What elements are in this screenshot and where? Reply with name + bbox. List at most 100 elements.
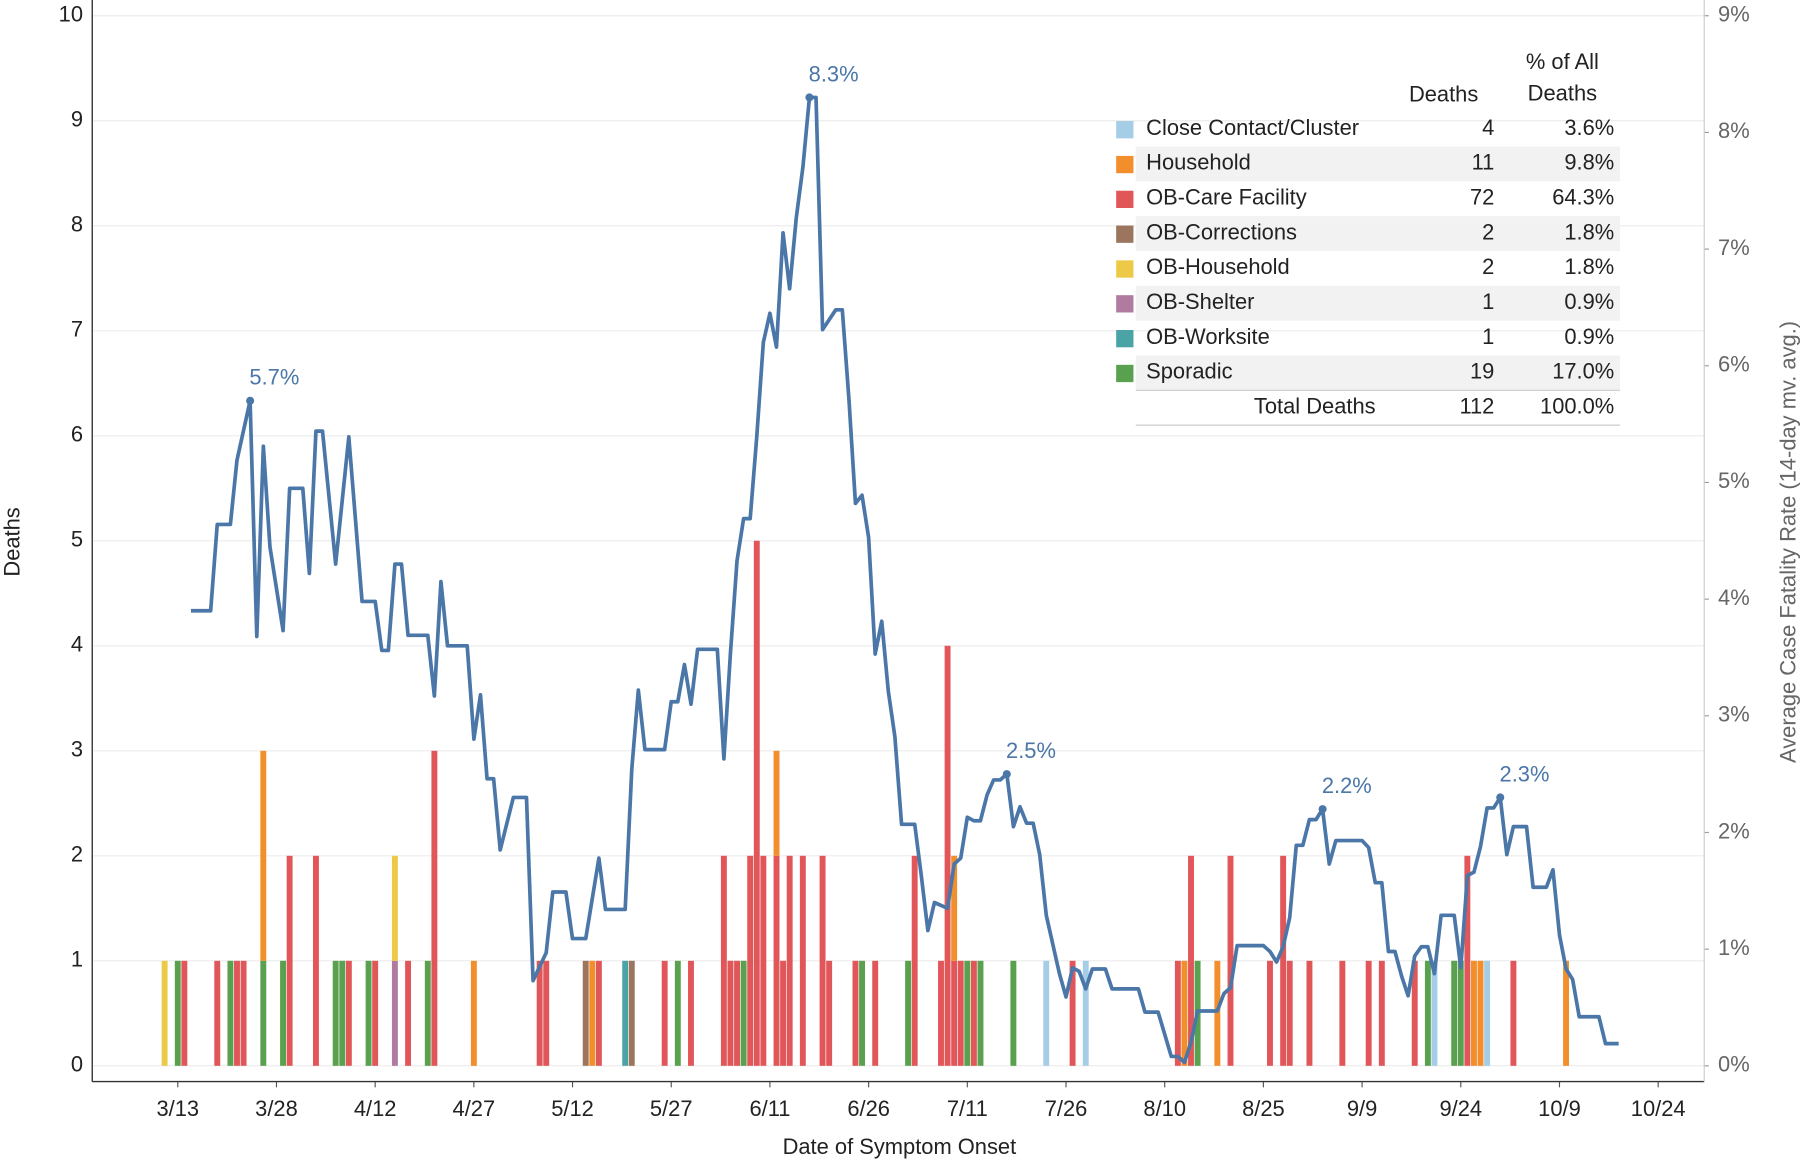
bar — [1280, 855, 1287, 1066]
bar — [786, 855, 793, 1066]
bar — [1010, 960, 1017, 1066]
bar — [312, 855, 319, 1066]
peak-dot — [1002, 770, 1011, 779]
bar — [286, 855, 293, 1066]
y-tick-label: 6 — [71, 422, 83, 447]
bar — [773, 855, 780, 1066]
bar — [405, 960, 412, 1066]
table-deaths: 1 — [1482, 324, 1494, 349]
y-tick-label: 4 — [71, 632, 83, 657]
bar — [964, 960, 971, 1066]
legend-label: OB-Corrections — [1146, 219, 1297, 244]
bar — [760, 855, 767, 1066]
peak-dot — [1496, 793, 1505, 802]
bar — [391, 960, 398, 1066]
bar — [260, 750, 267, 961]
y-tick-label: 5 — [71, 527, 83, 552]
y2-tick-label: 6% — [1718, 352, 1750, 377]
bar — [1378, 960, 1385, 1066]
y-tick-label: 9 — [71, 107, 83, 132]
bar — [1563, 960, 1570, 1066]
peak-dot — [246, 396, 255, 405]
legend-label: OB-Shelter — [1146, 289, 1254, 314]
legend-swatch — [1116, 364, 1134, 383]
table-deaths: 2 — [1482, 219, 1494, 244]
bar — [1306, 960, 1313, 1066]
legend-label: OB-Worksite — [1146, 324, 1270, 349]
col-header: Deaths — [1409, 81, 1478, 106]
bar — [470, 960, 477, 1066]
total-deaths: 112 — [1459, 394, 1494, 419]
bar — [951, 960, 958, 1066]
bar — [905, 960, 912, 1066]
bar — [582, 960, 589, 1066]
bar — [780, 960, 787, 1066]
annotation: 2.2% — [1322, 773, 1372, 798]
bar — [977, 960, 984, 1066]
bar — [957, 960, 964, 1066]
y-tick-label: 1 — [71, 947, 83, 972]
bar — [1510, 960, 1517, 1066]
table-share: 0.9% — [1564, 289, 1614, 314]
legend-label: Close Contact/Cluster — [1146, 115, 1359, 140]
bar — [688, 960, 694, 1066]
bar — [1477, 960, 1484, 1066]
bar — [365, 960, 372, 1066]
y2-tick-label: 7% — [1718, 235, 1750, 260]
x-tick-label: 4/12 — [354, 1096, 397, 1121]
table-deaths: 11 — [1472, 150, 1495, 175]
bar — [339, 960, 346, 1066]
bar — [826, 960, 833, 1066]
total-label: Total Deaths — [1254, 394, 1376, 419]
cfr-line — [190, 95, 1619, 1065]
x-tick-label: 8/10 — [1143, 1096, 1186, 1121]
bar — [1286, 960, 1293, 1066]
annotation: 2.5% — [1006, 738, 1056, 763]
legend-label: OB-Household — [1146, 254, 1290, 279]
bar — [938, 960, 944, 1066]
legend-swatch — [1116, 260, 1134, 278]
bar — [1214, 960, 1221, 1066]
x-tick-label: 6/11 — [749, 1096, 790, 1121]
x-tick-label: 5/27 — [650, 1096, 693, 1121]
x-tick-label: 5/12 — [551, 1096, 594, 1121]
y2-tick-label: 0% — [1718, 1052, 1750, 1077]
bar — [1227, 855, 1234, 1066]
bar — [1470, 960, 1477, 1066]
bar — [1411, 960, 1418, 1066]
legend-swatch — [1116, 155, 1134, 174]
bar — [280, 960, 287, 1066]
x-tick-label: 8/25 — [1242, 1096, 1285, 1121]
x-tick-label: 6/26 — [847, 1096, 890, 1121]
y2-tick-label: 5% — [1718, 468, 1750, 493]
legend-swatch — [1116, 225, 1134, 243]
y-tick-label: 10 — [59, 2, 83, 27]
bar — [431, 750, 438, 1066]
table-share: 0.9% — [1564, 324, 1614, 349]
bar — [260, 960, 267, 1066]
x-tick-label: 4/27 — [453, 1096, 496, 1121]
legend-swatch — [1116, 295, 1134, 313]
x-axis-label: Date of Symptom Onset — [783, 1134, 1017, 1159]
bar — [1174, 960, 1181, 1066]
bar — [727, 960, 734, 1066]
bar — [161, 960, 168, 1066]
bar — [1069, 960, 1076, 1066]
bar — [214, 960, 221, 1066]
bar — [773, 750, 780, 856]
bar — [1451, 960, 1458, 1066]
bar — [951, 855, 958, 961]
bar — [240, 960, 247, 1066]
bar — [753, 540, 760, 1066]
bar — [740, 960, 747, 1066]
table-deaths: 72 — [1470, 185, 1494, 210]
peak-dot — [1318, 805, 1327, 814]
table-share: 9.8% — [1564, 150, 1614, 175]
bar — [1431, 960, 1438, 1066]
row-shade — [1135, 146, 1621, 182]
table-share: 3.6% — [1564, 115, 1614, 140]
bar — [747, 855, 754, 1066]
peak-dot — [805, 93, 814, 102]
